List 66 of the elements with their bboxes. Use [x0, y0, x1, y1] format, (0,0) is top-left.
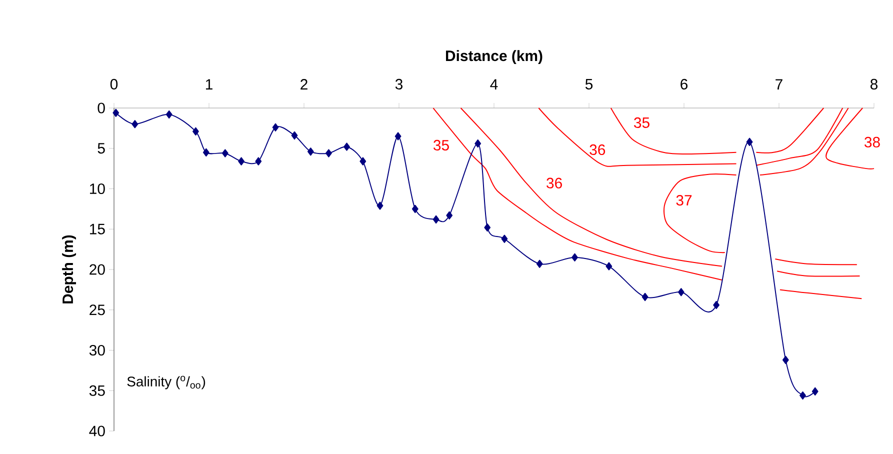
series-label: 35 [434, 140, 449, 151]
y-tick-label: 0 [98, 102, 105, 114]
y-tick-label: 25 [90, 304, 105, 316]
line-series [432, 108, 722, 281]
point [376, 202, 384, 210]
point [536, 260, 543, 268]
line-series [760, 108, 849, 176]
point [606, 262, 612, 270]
x-axis-title: Distance (km) [446, 50, 542, 64]
x-tick-label: 6 [680, 78, 688, 90]
x-tick-label: 1 [206, 79, 212, 90]
y-tick-label: 20 [90, 264, 105, 275]
line-series [756, 108, 844, 166]
point [132, 120, 138, 128]
point [474, 139, 482, 148]
annotation: Salinity ($^{o}$/$_{oo}$) [127, 376, 206, 390]
line-series [664, 174, 737, 254]
point [326, 149, 332, 158]
line-series [538, 108, 737, 167]
point [713, 300, 720, 310]
x-tick-label: 5 [585, 79, 593, 90]
point [446, 211, 453, 220]
point [238, 157, 244, 166]
point [800, 391, 806, 400]
point [412, 204, 418, 214]
series-label: 36 [590, 144, 606, 156]
point [484, 223, 491, 232]
x-tick-label: 8 [870, 78, 878, 90]
x-tick-label: 0 [110, 78, 118, 90]
point [501, 234, 508, 243]
y-tick-label: 5 [98, 143, 105, 154]
point [307, 148, 314, 156]
point [166, 110, 172, 119]
line-series [460, 108, 722, 267]
y-tick-label: 40 [89, 426, 105, 436]
point [572, 253, 578, 262]
x-tick-label: 4 [490, 79, 498, 90]
point [344, 142, 350, 151]
series-label: 38 [864, 136, 880, 148]
point [202, 148, 210, 157]
point [291, 131, 298, 140]
point [812, 387, 818, 396]
point [642, 292, 648, 302]
series-label: 35 [634, 117, 650, 128]
point [394, 132, 402, 140]
point [432, 215, 440, 224]
y-tick-label: 35 [89, 385, 105, 396]
y-axis-title: Depth (m) [62, 235, 76, 304]
x-tick-label: 2 [300, 79, 308, 90]
y-tick-label: 15 [90, 224, 105, 234]
series-label: 36 [546, 178, 562, 188]
line-series [610, 108, 737, 155]
x-tick-label: 7 [776, 79, 782, 90]
point [112, 108, 120, 117]
point [678, 288, 684, 296]
series-label: 37 [676, 194, 692, 206]
point [360, 157, 366, 166]
point [222, 149, 228, 158]
point [746, 138, 753, 146]
point [192, 127, 199, 136]
point [255, 157, 262, 166]
x-tick-label: 3 [395, 78, 402, 90]
y-tick-label: 30 [89, 344, 105, 356]
point [782, 356, 789, 364]
y-tick-label: 10 [90, 183, 105, 194]
point [272, 123, 279, 132]
